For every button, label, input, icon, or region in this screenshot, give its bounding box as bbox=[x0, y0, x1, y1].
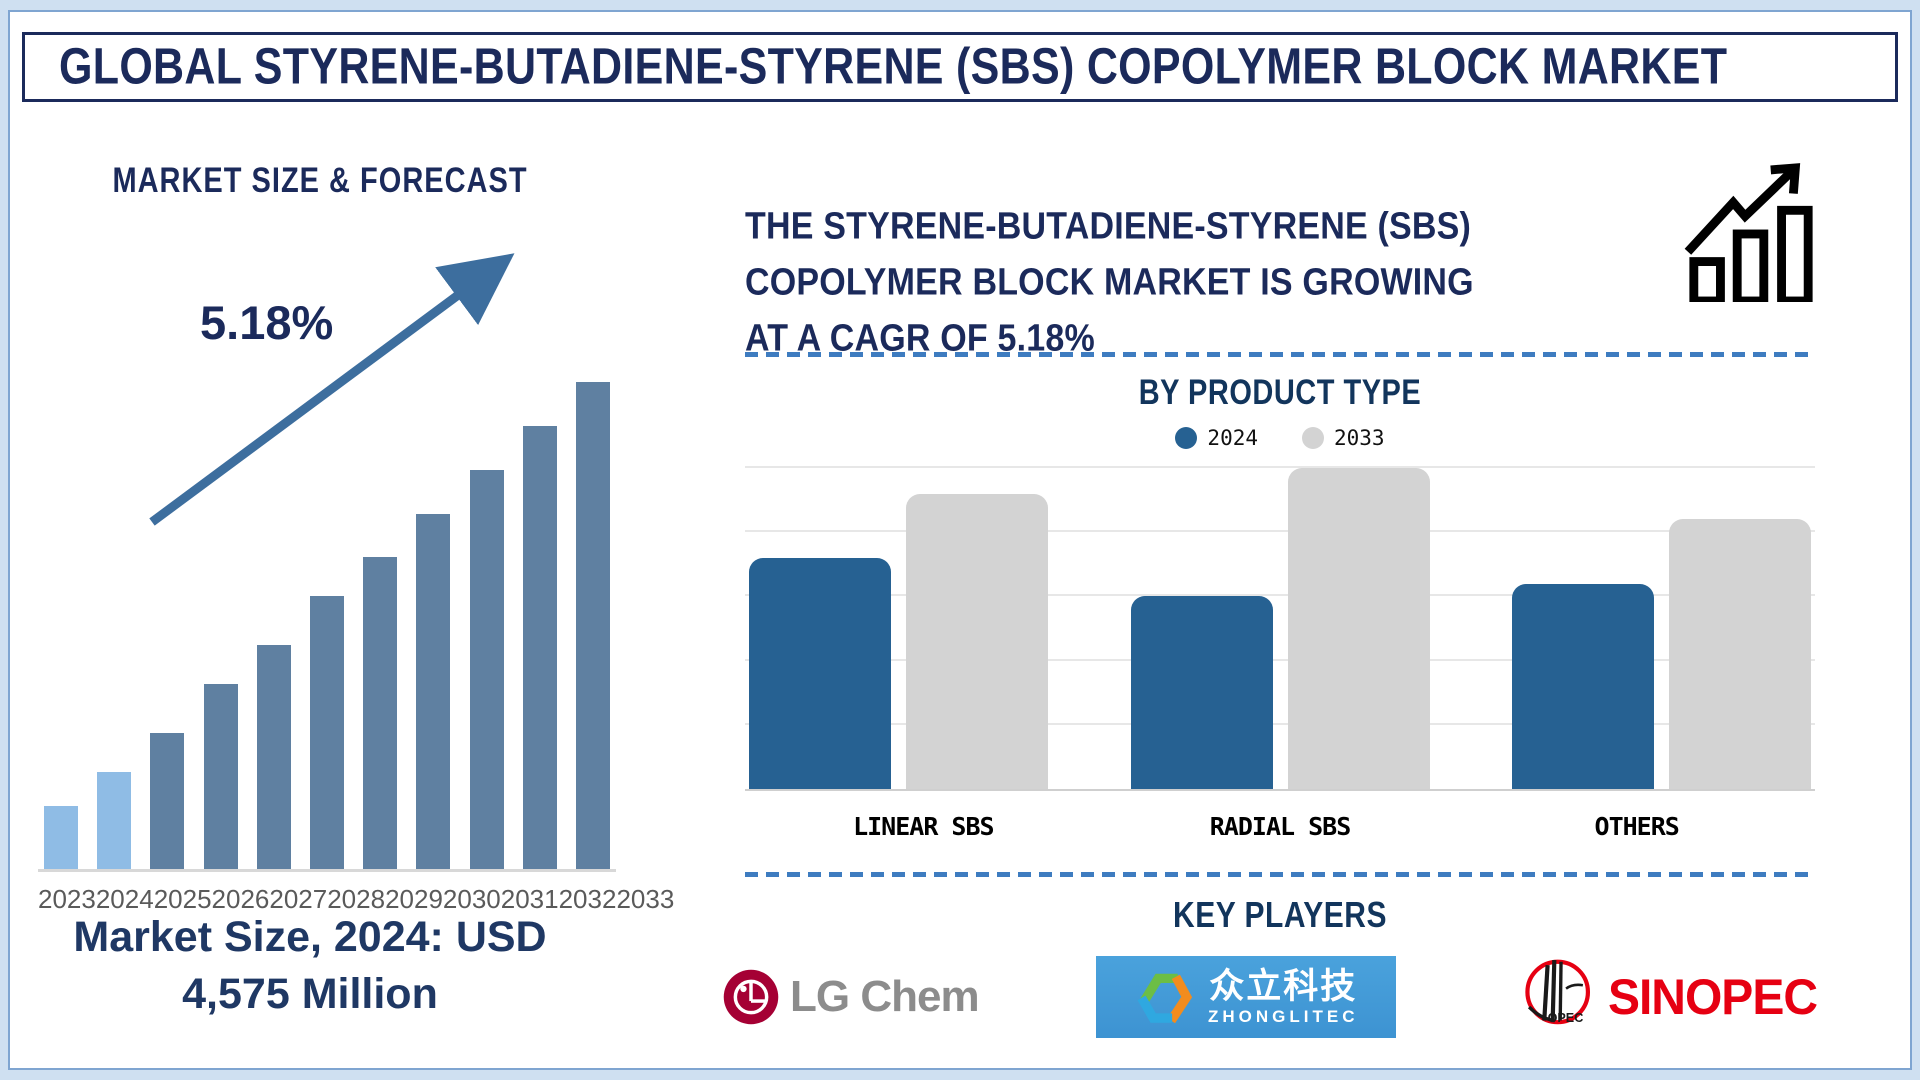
year-label-2031: 2031 bbox=[500, 884, 559, 914]
year-label-2027: 2027 bbox=[269, 884, 328, 914]
forecast-bar-2030 bbox=[416, 513, 451, 869]
year-label-2030: 2030 bbox=[442, 884, 501, 914]
bar-group-radial-sbs bbox=[1130, 468, 1430, 789]
forecast-bar-col-2025 bbox=[150, 382, 185, 869]
sinopec-wordmark: SINOPEC bbox=[1607, 969, 1818, 1025]
forecast-bar-col-2023 bbox=[44, 382, 78, 869]
growth-chart-icon bbox=[1684, 163, 1813, 302]
forecast-bar-col-2030 bbox=[416, 382, 451, 869]
year-label-2026: 2026 bbox=[211, 884, 270, 914]
legend-item-2033: 2033 bbox=[1302, 426, 1385, 450]
growth-statement-line2: COPOLYMER BLOCK MARKET IS GROWING bbox=[745, 260, 1474, 304]
legend-item-2024: 2024 bbox=[1175, 426, 1258, 450]
year-label-2033: 2033 bbox=[616, 884, 675, 914]
forecast-bar-col-2028 bbox=[309, 382, 344, 869]
forecast-bar-col-2031 bbox=[469, 382, 504, 869]
product-type-legend: 2024 2033 bbox=[745, 424, 1815, 452]
legend-label-2024: 2024 bbox=[1207, 426, 1258, 450]
bar-2024-linear-sbs bbox=[749, 557, 891, 789]
forecast-bar-col-2029 bbox=[363, 382, 398, 869]
product-type-groups bbox=[745, 468, 1815, 789]
growth-statement-line1: THE STYRENE-BUTADIENE-STYRENE (SBS) bbox=[745, 204, 1472, 248]
logo-zhonglitec: 众立科技 ZHONGLITEC bbox=[1096, 956, 1397, 1038]
sinopec-emblem-icon: OPEC bbox=[1525, 959, 1590, 1025]
infographic-frame: GLOBAL STYRENE-BUTADIENE-STYRENE (SBS) C… bbox=[8, 10, 1912, 1070]
bar-group-others bbox=[1512, 468, 1811, 789]
zhonglitec-latin-text: ZHONGLITEC bbox=[1208, 1007, 1359, 1026]
bar-2024-others bbox=[1512, 583, 1654, 789]
legend-dot-2033 bbox=[1302, 427, 1324, 449]
forecast-bar-2023 bbox=[44, 805, 78, 869]
gridline bbox=[745, 722, 1815, 725]
market-size-caption-line1: Market Size, 2024: USD bbox=[73, 913, 547, 961]
market-size-caption-line2: 4,575 Million bbox=[182, 970, 438, 1018]
forecast-bar-2025 bbox=[150, 732, 185, 869]
key-players-heading: KEY PLAYERS bbox=[1173, 896, 1387, 936]
growth-statement-line3: AT A CAGR OF 5.18% bbox=[745, 316, 1095, 360]
legend-dot-2024 bbox=[1175, 427, 1198, 449]
year-label-2028: 2028 bbox=[327, 884, 386, 914]
gridline bbox=[745, 466, 1815, 468]
forecast-bar-col-2027 bbox=[256, 382, 291, 869]
gridline bbox=[745, 658, 1815, 661]
growth-statement: THE STYRENE-BUTADIENE-STYRENE (SBS) COPO… bbox=[745, 198, 1665, 366]
market-size-caption: Market Size, 2024: USD 4,575 Million bbox=[20, 909, 600, 1023]
forecast-bar-2026 bbox=[203, 683, 238, 869]
category-label-linear-sbs: LINEAR SBS bbox=[853, 812, 995, 841]
category-label-others: OTHERS bbox=[1594, 812, 1680, 841]
forecast-bar-2031 bbox=[469, 469, 504, 869]
product-type-plot bbox=[745, 466, 1815, 791]
product-type-labels: LINEAR SBS RADIAL SBS OTHERS bbox=[745, 812, 1815, 841]
forecast-bar-col-2032 bbox=[522, 382, 557, 869]
zhonglitec-hexagon-icon bbox=[1137, 973, 1193, 1024]
gridline bbox=[745, 530, 1815, 533]
year-label-2029: 2029 bbox=[385, 884, 443, 914]
forecast-bar-2032 bbox=[522, 425, 557, 869]
by-product-type-heading: BY PRODUCT TYPE bbox=[1138, 374, 1422, 413]
cagr-annotation: 5.18% bbox=[200, 296, 334, 349]
year-label-2025: 2025 bbox=[153, 884, 212, 914]
title-box: GLOBAL STYRENE-BUTADIENE-STYRENE (SBS) C… bbox=[22, 32, 1898, 102]
gridline bbox=[745, 594, 1815, 597]
bar-2024-radial-sbs bbox=[1130, 596, 1273, 789]
svg-text:OPEC: OPEC bbox=[1548, 1011, 1584, 1025]
key-players-logos: LG Chem 众立科技 ZHONGLITEC bbox=[722, 944, 1818, 1050]
legend-label-2033: 2033 bbox=[1334, 426, 1385, 450]
bar-2033-linear-sbs bbox=[906, 493, 1048, 789]
logo-lg-chem: LG Chem bbox=[722, 968, 980, 1026]
zhonglitec-chinese-text: 众立科技 bbox=[1209, 967, 1358, 1006]
growth-trend-arrow-icon bbox=[149, 253, 515, 526]
market-forecast-bars bbox=[38, 382, 616, 872]
forecast-bar-col-2026 bbox=[203, 382, 238, 869]
lg-chem-wordmark: LG Chem bbox=[790, 972, 980, 1021]
category-label-radial-sbs: RADIAL SBS bbox=[1209, 812, 1352, 841]
forecast-bar-2024 bbox=[97, 771, 132, 869]
bar-2033-others bbox=[1669, 519, 1811, 789]
forecast-bar-2033 bbox=[575, 382, 610, 869]
forecast-bar-col-2033 bbox=[575, 382, 610, 869]
forecast-bar-2029 bbox=[363, 557, 398, 869]
dashed-separator-top bbox=[745, 352, 1815, 357]
year-label-2024: 2024 bbox=[95, 884, 154, 914]
zhonglitec-wordmark: 众立科技 ZHONGLITEC bbox=[1208, 969, 1359, 1025]
lg-symbol-icon bbox=[723, 969, 779, 1025]
logo-sinopec: OPEC SINOPEC bbox=[1514, 955, 1818, 1039]
forecast-bar-col-2024 bbox=[97, 382, 132, 869]
dashed-separator-bottom bbox=[745, 872, 1815, 877]
year-label-2023: 2023 bbox=[38, 884, 96, 914]
page-title: GLOBAL STYRENE-BUTADIENE-STYRENE (SBS) C… bbox=[59, 38, 1728, 95]
bar-2033-radial-sbs bbox=[1287, 468, 1430, 789]
bar-group-linear-sbs bbox=[749, 468, 1048, 789]
year-label-2032: 2032 bbox=[558, 884, 617, 914]
market-size-forecast-heading: MARKET SIZE & FORECAST bbox=[112, 162, 528, 201]
market-forecast-years: 2023 2024 2025 2026 2027 2028 2029 2030 2031 2032… bbox=[38, 884, 674, 915]
forecast-bar-2028 bbox=[309, 596, 344, 869]
forecast-bar-2027 bbox=[256, 644, 291, 869]
